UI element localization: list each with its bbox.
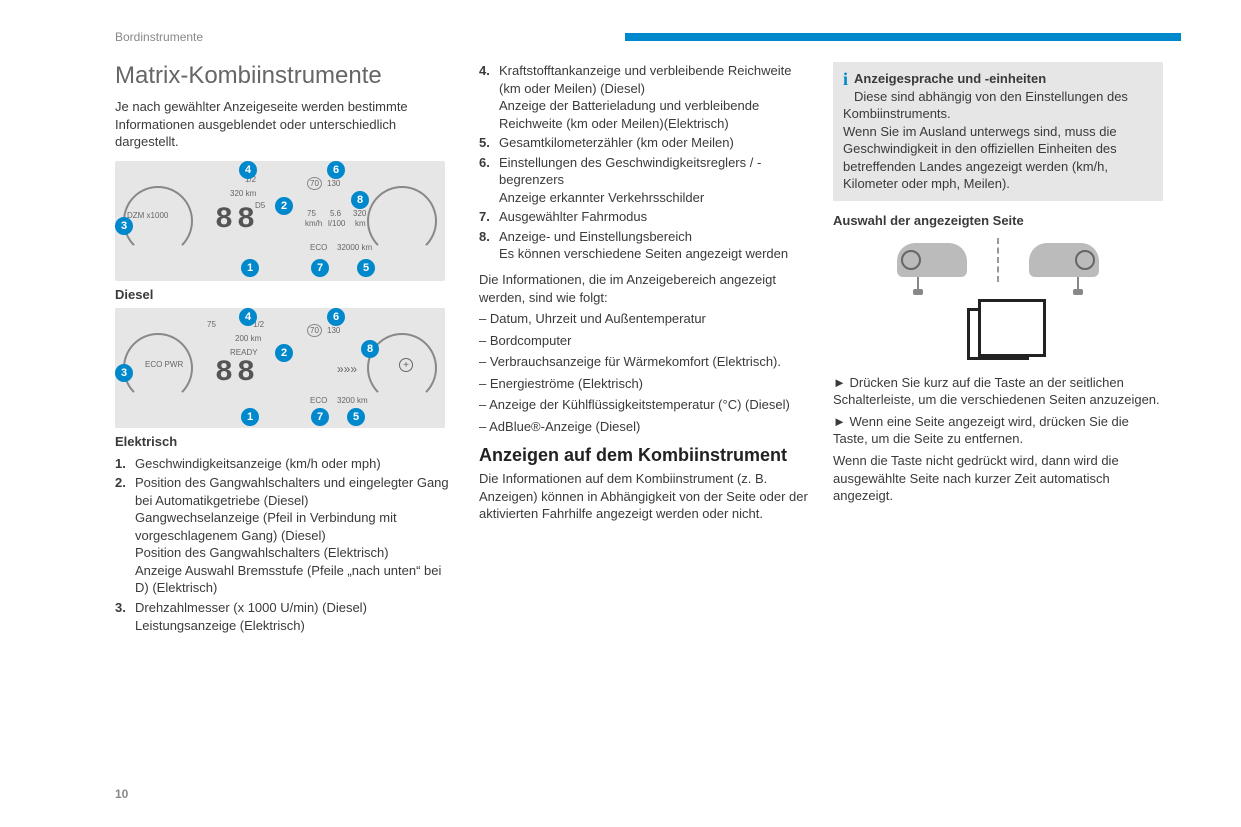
odo-text: 32000 km (337, 243, 372, 252)
steering-wheel-row (897, 238, 1099, 282)
divider (997, 238, 999, 282)
legend-list-1: 1.Geschwindigkeitsanzeige (km/h oder mph… (115, 455, 455, 634)
callout-6: 6 (327, 161, 345, 179)
legend-item-1: 1.Geschwindigkeitsanzeige (km/h oder mph… (115, 455, 455, 473)
subheading-auswahl: Auswahl der angezeigten Seite (833, 213, 1163, 228)
section-header: Bordinstrumente (115, 30, 455, 44)
button-knob (1073, 289, 1083, 295)
header-accent-bar (625, 33, 1181, 41)
legend-list-2: 4.Kraftstofftankanzeige und verbleibende… (479, 62, 809, 263)
odo-text-e: 3200 km (337, 396, 368, 405)
limit-text-e: 130 (327, 326, 340, 335)
rpm-unit: DZM x1000 (127, 211, 168, 220)
plus-icon: + (399, 358, 413, 372)
legend-item-5: 5.Gesamtkilometerzähler (km oder Meilen) (479, 134, 809, 152)
callout-1e: 1 (241, 408, 259, 426)
fuel-gauge (367, 186, 437, 256)
cons-unit: km/h (305, 219, 322, 228)
rpm-gauge (123, 186, 193, 256)
legend-item-8: 8.Anzeige- und Einstellungsbereich Es kö… (479, 228, 809, 263)
page-columns: Matrix-Kombiinstrumente Je nach gewählte… (115, 62, 1181, 636)
steering-wheel-left (897, 243, 967, 277)
range-text: 320 km (230, 189, 256, 198)
callout-2: 2 (275, 197, 293, 215)
page-title: Matrix-Kombiinstrumente (115, 62, 455, 90)
dash-item: – Energieströme (Elektrisch) (479, 375, 809, 393)
button-knob (913, 289, 923, 295)
callout-5e: 5 (347, 408, 365, 426)
speed-center-e: 70 (307, 324, 322, 337)
l100-unit: l/100 (328, 219, 345, 228)
steering-wheel-right (1029, 243, 1099, 277)
legend-item-2: 2.Position des Gangwahlschalters und ein… (115, 474, 455, 597)
callout-3: 3 (115, 217, 133, 235)
figure-diesel: DZM x1000 1/2 320 km 88 D5 70 130 75 km/… (115, 161, 445, 281)
batt-pct: 75 (207, 320, 216, 329)
legend-item-3: 3.Drehzahlmesser (x 1000 U/min) (Diesel)… (115, 599, 455, 634)
figure-electric: ECO PWR 75 1/2 200 km READY 88 70 130 EC… (115, 308, 445, 428)
cons-text: 75 (307, 209, 316, 218)
info-body-1: Diese sind abhängig von den Einstellunge… (843, 89, 1128, 122)
l100-text: 5.6 (330, 209, 341, 218)
callout-4e: 4 (239, 308, 257, 326)
trip-unit: km (355, 219, 366, 228)
column-3: i Anzeigesprache und -einheiten Diese si… (833, 62, 1163, 636)
callout-2e: 2 (275, 344, 293, 362)
dash-list: – Datum, Uhrzeit und Außentemperatur – B… (479, 310, 809, 435)
speed-center: 70 (307, 177, 322, 190)
info-body-2: Wenn Sie im Ausland unterwegs sind, muss… (843, 124, 1117, 192)
figure-electric-label: Elektrisch (115, 434, 455, 449)
info-intro: Die Informationen, die im Anzeigebereich… (479, 271, 809, 306)
callout-5: 5 (357, 259, 375, 277)
info-title: Anzeigesprache und -einheiten (854, 71, 1046, 86)
button-stem (1077, 277, 1079, 289)
range-text-e: 200 km (235, 334, 261, 343)
callout-1: 1 (241, 259, 259, 277)
dash-item: – Bordcomputer (479, 332, 809, 350)
mode-text-e: ECO (310, 396, 327, 405)
column-2: 4.Kraftstofftankanzeige und verbleibende… (479, 62, 809, 636)
callout-6e: 6 (327, 308, 345, 326)
info-box: i Anzeigesprache und -einheiten Diese si… (833, 62, 1163, 201)
dash-item: – Anzeige der Kühlflüssigkeitstemperatur… (479, 396, 809, 414)
intro-paragraph: Je nach gewählter Anzeigeseite werden be… (115, 98, 455, 151)
figure-diesel-label: Diesel (115, 287, 455, 302)
legend-item-6: 6.Einstellungen des Geschwindigkeitsregl… (479, 154, 809, 207)
page-select-illustration (833, 238, 1163, 360)
pages-icon (967, 308, 1029, 360)
legend-item-4: 4.Kraftstofftankanzeige und verbleibende… (479, 62, 809, 132)
column-1: Matrix-Kombiinstrumente Je nach gewählte… (115, 62, 455, 636)
instruction-1: ► Drücken Sie kurz auf die Taste an der … (833, 374, 1163, 409)
speed-display-e: 88 (215, 356, 259, 390)
callout-3e: 3 (115, 364, 133, 382)
callout-7e: 7 (311, 408, 329, 426)
instruction-2: ► Wenn eine Seite angezeigt wird, drücke… (833, 413, 1163, 448)
speed-display: 88 (215, 203, 259, 237)
dash-item: – AdBlue®-Anzeige (Diesel) (479, 418, 809, 436)
callout-8: 8 (351, 191, 369, 209)
legend-item-7: 7.Ausgewählter Fahrmodus (479, 208, 809, 226)
paragraph-anzeigen: Die Informationen auf dem Kombiinstrumen… (479, 470, 809, 523)
callout-8e: 8 (361, 340, 379, 358)
info-icon: i (843, 70, 848, 88)
callout-4: 4 (239, 161, 257, 179)
arrows-icon: »»» (337, 362, 357, 376)
dash-item: – Verbrauchsanzeige für Wärmekomfort (El… (479, 353, 809, 371)
subheading-anzeigen: Anzeigen auf dem Kombiinstrument (479, 445, 809, 466)
callout-7: 7 (311, 259, 329, 277)
dash-item: – Datum, Uhrzeit und Außentemperatur (479, 310, 809, 328)
gear-text: D5 (255, 201, 265, 210)
steering-wheel-icon (901, 250, 921, 270)
steering-wheel-icon (1075, 250, 1095, 270)
button-stem (917, 277, 919, 289)
instruction-3: Wenn die Taste nicht gedrückt wird, dann… (833, 452, 1163, 505)
trip-text: 320 (353, 209, 366, 218)
mode-text: ECO (310, 243, 327, 252)
pwr-text: ECO PWR (145, 360, 183, 369)
limit-text: 130 (327, 179, 340, 188)
page-number: 10 (115, 787, 128, 801)
